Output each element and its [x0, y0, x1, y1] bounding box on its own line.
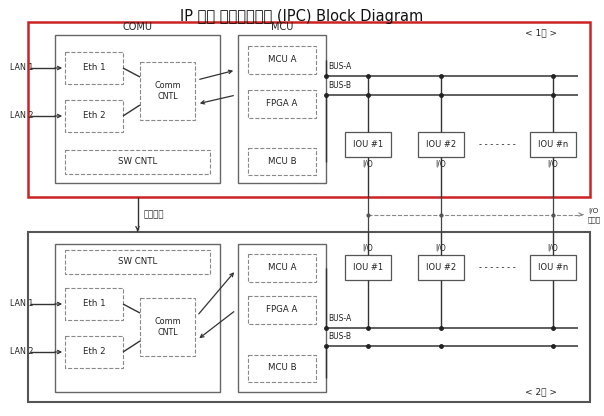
Text: I/O: I/O [588, 208, 598, 213]
Bar [65, 150, 210, 174]
Text: Comm
CNTL: Comm CNTL [154, 81, 181, 101]
Text: SW CNTL: SW CNTL [118, 258, 157, 267]
Bar [65, 100, 123, 132]
Text: - - - - - - -: - - - - - - - [478, 140, 515, 149]
Text: I/O: I/O [362, 243, 373, 253]
Text: MCU: MCU [271, 22, 293, 32]
Text: Eth 2: Eth 2 [83, 111, 105, 121]
Bar [248, 355, 316, 382]
Text: Eth 1: Eth 1 [83, 300, 105, 309]
Text: MCU B: MCU B [268, 364, 297, 372]
Text: SW CNTL: SW CNTL [118, 158, 157, 166]
Bar [248, 296, 316, 324]
Text: IOU #n: IOU #n [538, 140, 568, 149]
Bar [28, 232, 590, 402]
Bar [140, 62, 195, 120]
Text: I/O: I/O [548, 159, 558, 168]
Text: FPGA A: FPGA A [266, 99, 298, 109]
Bar [238, 35, 326, 183]
Text: I/O: I/O [435, 159, 446, 168]
Bar [345, 255, 391, 280]
Bar [140, 298, 195, 356]
Bar [418, 132, 464, 157]
Bar [65, 250, 210, 274]
Text: 단자반: 단자반 [588, 216, 601, 223]
Text: BUS-A: BUS-A [328, 62, 352, 71]
Text: IOU #2: IOU #2 [426, 263, 456, 272]
Text: BUS-A: BUS-A [328, 314, 352, 323]
Text: I/O: I/O [362, 159, 373, 168]
Text: IOU #n: IOU #n [538, 263, 568, 272]
Bar [238, 244, 326, 392]
Text: COMU: COMU [123, 22, 152, 32]
Bar [55, 35, 220, 183]
Text: 절체제어: 절체제어 [144, 210, 164, 219]
Text: - - - - - - -: - - - - - - - [478, 263, 515, 272]
Bar [248, 254, 316, 282]
Bar [65, 288, 123, 320]
Text: MCU A: MCU A [268, 55, 296, 64]
Text: BUS-B: BUS-B [328, 81, 351, 90]
Text: Comm
CNTL: Comm CNTL [154, 317, 181, 337]
Bar [418, 255, 464, 280]
Bar [248, 46, 316, 74]
Text: Eth 2: Eth 2 [83, 347, 105, 357]
Text: IOU #1: IOU #1 [353, 263, 383, 272]
Text: IOU #2: IOU #2 [426, 140, 456, 149]
Text: LAN 2: LAN 2 [10, 347, 33, 357]
Text: IOU #1: IOU #1 [353, 140, 383, 149]
Text: IP 기반 전자연동장치 (IPC) Block Diagram: IP 기반 전자연동장치 (IPC) Block Diagram [181, 9, 423, 24]
Bar [65, 336, 123, 368]
Bar [248, 148, 316, 175]
Bar [65, 52, 123, 84]
Bar [530, 132, 576, 157]
Text: MCU B: MCU B [268, 156, 297, 166]
Text: I/O: I/O [435, 243, 446, 253]
Bar [28, 22, 590, 197]
Text: Eth 1: Eth 1 [83, 64, 105, 72]
Text: BUS-B: BUS-B [328, 332, 351, 341]
Text: < 2계 >: < 2계 > [525, 387, 557, 396]
Text: MCU A: MCU A [268, 263, 296, 272]
Bar [55, 244, 220, 392]
Text: I/O: I/O [548, 243, 558, 253]
Bar [248, 90, 316, 118]
Text: LAN 2: LAN 2 [10, 111, 33, 121]
Text: LAN 1: LAN 1 [10, 300, 33, 309]
Text: LAN 1: LAN 1 [10, 64, 33, 72]
Bar [345, 132, 391, 157]
Text: < 1계 >: < 1계 > [525, 28, 557, 37]
Text: FPGA A: FPGA A [266, 305, 298, 314]
Bar [530, 255, 576, 280]
